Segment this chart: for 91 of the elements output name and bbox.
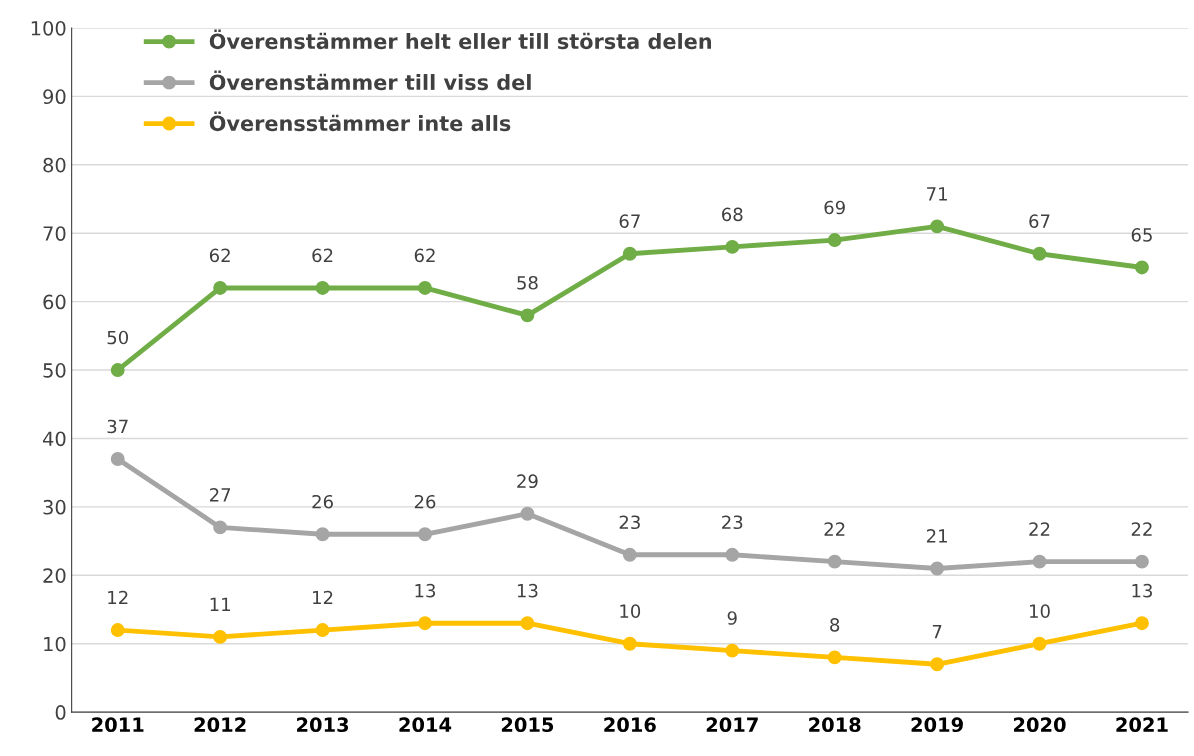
point [622,246,637,261]
legend-label: Överenstämmer till viss del [209,70,531,91]
legend-label: Överensstämmer inte alls [209,111,511,132]
data-label: 13 [415,583,436,598]
data-label: 13 [1132,583,1152,598]
point [520,308,535,323]
data-label: 23 [619,515,640,530]
x-tick-label: 2019 [911,717,963,733]
point [213,520,228,535]
y-tick-label: 30 [43,499,66,515]
y-tick-label: 70 [43,226,66,241]
point [315,281,330,295]
data-label: 67 [619,214,640,229]
point [930,561,945,576]
point [725,643,740,658]
point [1032,636,1047,651]
x-tick-label: 2011 [92,717,144,733]
point [213,629,228,644]
x-tick-label: 2014 [399,717,452,733]
x-tick-label: 2018 [809,717,861,733]
data-label: 29 [517,474,538,489]
point [1134,554,1149,569]
y-tick-label: 20 [43,568,66,583]
point [315,527,330,542]
data-label: 11 [210,597,230,611]
data-label: 13 [517,583,538,598]
point [930,657,945,672]
data-label: 37 [107,419,128,434]
x-tick-label: 2012 [194,717,246,733]
point [418,281,432,295]
point [1134,260,1149,275]
point [520,616,535,631]
data-label: 26 [414,494,436,509]
data-label: 9 [727,611,737,625]
data-label: 23 [722,515,743,530]
point [930,219,945,234]
point [110,623,125,637]
data-label: 68 [722,207,743,222]
x-tick-label: 2017 [706,717,758,733]
y-tick-label: 90 [43,89,66,105]
point [622,547,637,562]
data-label: 67 [1029,214,1050,229]
y-tick-label: 60 [43,294,66,310]
x-tick-label: 2016 [604,717,656,733]
point [315,623,330,637]
data-label: 21 [926,529,947,543]
point [418,527,432,542]
data-label: 26 [312,494,333,509]
x-tick-label: 2013 [297,717,349,733]
data-label: 62 [209,248,230,263]
point [110,452,125,466]
y-tick-label: 40 [42,431,66,447]
data-label: 62 [312,248,333,263]
data-label: 58 [517,275,538,290]
data-label: 10 [620,604,641,619]
y-tick-label: 50 [43,363,66,378]
point [110,363,125,378]
data-label: 69 [824,200,845,215]
point [725,547,740,562]
data-label: 27 [209,488,231,502]
data-label: 22 [824,522,845,536]
x-tick-label: 2021 [1116,717,1168,733]
x-tick-label: 2015 [501,717,554,733]
point [1032,246,1047,261]
x-tick-label: 2020 [1014,717,1066,733]
point [827,233,842,248]
point [725,239,740,254]
point [213,281,228,295]
point [418,616,432,631]
y-tick-label: 0 [55,705,66,720]
data-label: 62 [414,248,435,263]
data-label: 22 [1029,522,1050,536]
data-label: 50 [107,330,129,345]
y-tick-label: 10 [44,636,66,652]
legend-label: Överenstämmer helt eller till största delen [209,29,712,50]
data-label: 12 [108,590,128,605]
data-label: 7 [932,625,942,639]
y-tick-label: 80 [43,157,66,173]
data-label: 12 [313,590,333,605]
point [520,506,535,521]
point [827,650,842,665]
data-label: 22 [1131,522,1152,536]
point [827,554,842,569]
y-tick-label: 100 [31,20,66,36]
point [1134,616,1149,631]
data-label: 10 [1030,604,1050,619]
point [1032,554,1047,569]
point [622,636,637,651]
data-label: 65 [1131,228,1152,242]
data-label: 8 [830,618,840,632]
data-label: 71 [927,187,947,201]
